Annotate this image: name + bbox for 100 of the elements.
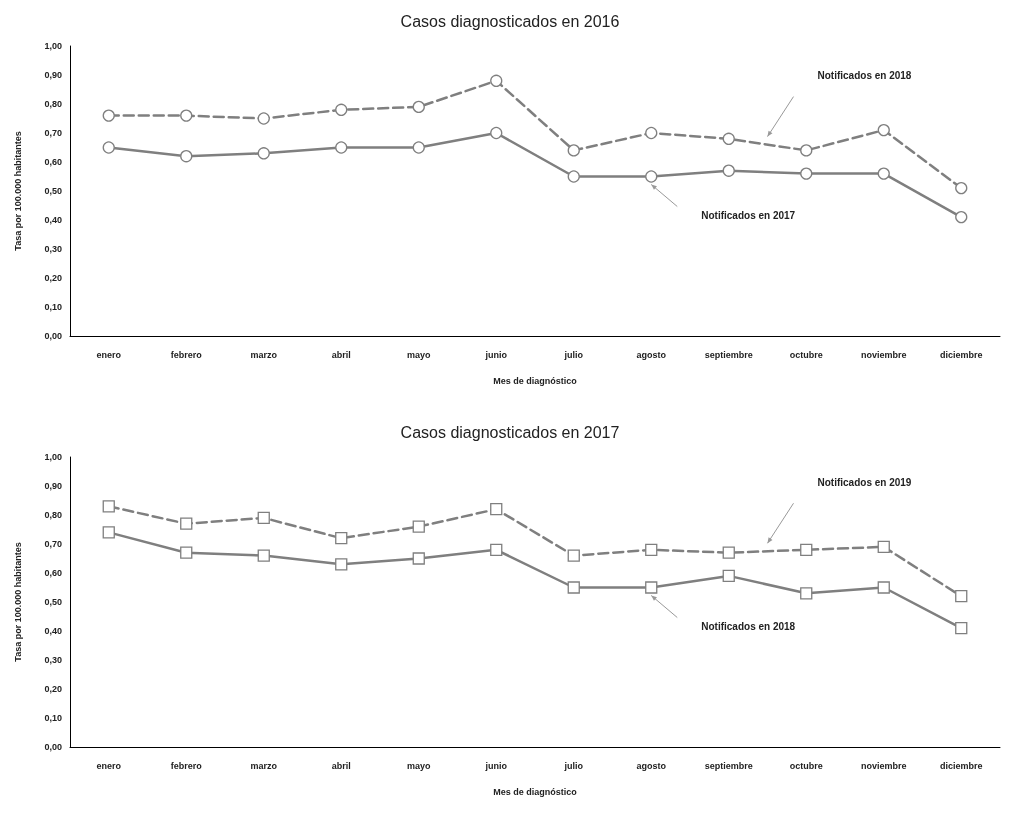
y-tick-label: 1,00	[44, 452, 62, 462]
point	[800, 167, 813, 180]
y-tick-label: 0,40	[44, 215, 62, 225]
annotation: Notificados en 2017	[701, 210, 796, 222]
x-tick-label: octubre	[789, 760, 823, 771]
annotation: Notificados en 2018	[817, 70, 912, 82]
y-tick-label: 0,80	[44, 99, 62, 109]
y-tick-label: 0,80	[44, 510, 62, 520]
y-tick-label: 0,90	[44, 481, 62, 491]
chart-title: Casos diagnosticados en 2017	[400, 423, 620, 441]
y-tick-label: 0,70	[44, 128, 62, 138]
point	[722, 546, 735, 559]
x-tick-label: octubre	[789, 349, 823, 360]
point	[102, 500, 115, 513]
point	[567, 549, 580, 562]
point	[645, 543, 658, 556]
x-tick-label: enero	[96, 349, 122, 360]
x-axis-title: Mes de diagnóstico	[493, 786, 578, 797]
point	[180, 517, 193, 530]
x-tick-label: marzo	[250, 760, 278, 771]
point	[645, 126, 658, 140]
point	[257, 549, 270, 562]
x-tick-label: agosto	[636, 760, 667, 771]
x-tick-label: diciembre	[939, 349, 983, 360]
point	[645, 581, 658, 594]
point	[412, 100, 425, 114]
point	[257, 147, 270, 160]
point	[722, 132, 735, 145]
point	[490, 543, 503, 556]
point	[567, 581, 580, 594]
x-tick-label: septiembre	[704, 349, 753, 360]
x-tick-label: abril	[331, 760, 351, 771]
x-tick-label: febrero	[170, 349, 203, 360]
y-tick-label: 1,00	[44, 41, 62, 51]
point	[722, 569, 735, 583]
point	[257, 112, 270, 125]
y-axis-title: Tasa por 100.000 habitantes	[12, 131, 23, 251]
point	[102, 526, 115, 539]
point	[257, 511, 270, 525]
annotation: Notificados en 2018	[701, 621, 796, 633]
point	[877, 123, 890, 137]
x-tick-label: mayo	[406, 760, 432, 771]
point	[800, 144, 813, 157]
point	[335, 532, 348, 545]
x-tick-label: julio	[563, 349, 584, 360]
point	[412, 520, 425, 533]
point	[800, 543, 813, 556]
point	[412, 141, 425, 154]
x-tick-label: julio	[563, 760, 584, 771]
y-axis-title: Tasa por 100.000 habitantes	[12, 542, 23, 662]
point	[800, 587, 813, 600]
point	[180, 546, 193, 559]
x-tick-label: abril	[331, 349, 351, 360]
y-tick-label: 0,50	[44, 186, 62, 196]
x-tick-label: mayo	[406, 349, 432, 360]
x-tick-label: junio	[484, 349, 508, 360]
point	[102, 109, 115, 122]
x-tick-label: agosto	[636, 349, 667, 360]
x-tick-label: enero	[96, 760, 122, 771]
point	[490, 503, 503, 516]
y-tick-label: 0,60	[44, 568, 62, 578]
y-tick-label: 0,20	[44, 273, 62, 283]
y-tick-label: 0,70	[44, 539, 62, 549]
point	[180, 109, 193, 122]
y-tick-label: 0,30	[44, 244, 62, 254]
y-tick-label: 0,10	[44, 713, 62, 723]
point	[955, 621, 968, 635]
y-tick-label: 0,30	[44, 655, 62, 665]
point	[877, 167, 890, 180]
point	[877, 581, 890, 594]
point	[955, 181, 968, 195]
y-tick-label: 0,10	[44, 302, 62, 312]
point	[567, 170, 580, 183]
chart-title: Casos diagnosticados en 2016	[400, 12, 620, 30]
point	[645, 170, 658, 183]
x-tick-label: noviembre	[860, 760, 907, 771]
y-tick-label: 0,20	[44, 684, 62, 694]
x-tick-label: septiembre	[704, 760, 753, 771]
annotation: Notificados en 2019	[817, 476, 912, 488]
y-tick-label: 0,90	[44, 70, 62, 80]
point	[722, 164, 735, 177]
y-tick-label: 0,00	[44, 331, 62, 341]
point	[877, 540, 890, 554]
x-tick-label: noviembre	[860, 349, 907, 360]
point	[955, 590, 968, 603]
point	[412, 552, 425, 565]
point	[955, 210, 968, 224]
point	[335, 558, 348, 571]
x-tick-label: junio	[484, 760, 508, 771]
x-tick-label: febrero	[170, 760, 203, 771]
point	[335, 141, 348, 154]
x-axis-title: Mes de diagnóstico	[493, 375, 578, 386]
x-tick-label: diciembre	[939, 760, 983, 771]
point	[567, 144, 580, 157]
point	[180, 150, 193, 163]
y-tick-label: 0,00	[44, 742, 62, 752]
x-tick-label: marzo	[250, 349, 278, 360]
point	[335, 103, 348, 116]
point	[490, 126, 503, 140]
point	[490, 74, 503, 87]
